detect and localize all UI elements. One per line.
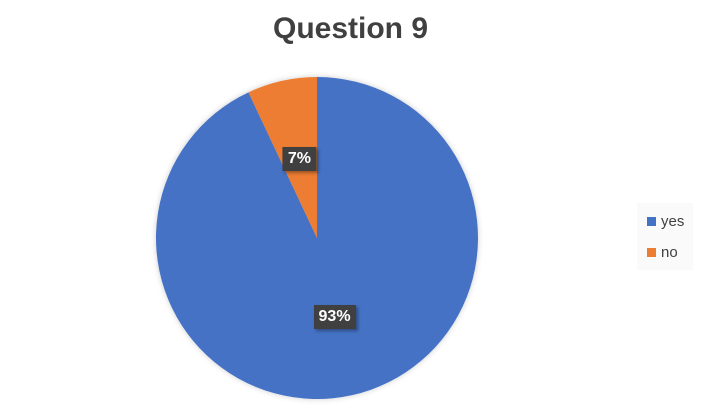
legend: yes no bbox=[637, 203, 693, 270]
legend-item-no: no bbox=[647, 244, 678, 261]
chart-title: Question 9 bbox=[272, 12, 429, 45]
legend-item-yes: yes bbox=[647, 213, 684, 230]
legend-label-no: no bbox=[661, 244, 678, 261]
pie-slice-yes bbox=[155, 77, 479, 400]
data-label-no: 7% bbox=[282, 147, 316, 172]
legend-swatch-yes bbox=[647, 217, 656, 226]
data-label-yes: 93% bbox=[313, 304, 356, 329]
legend-label-yes: yes bbox=[661, 213, 685, 230]
pie-slice-no bbox=[248, 77, 317, 238]
legend-swatch-no bbox=[647, 248, 656, 257]
